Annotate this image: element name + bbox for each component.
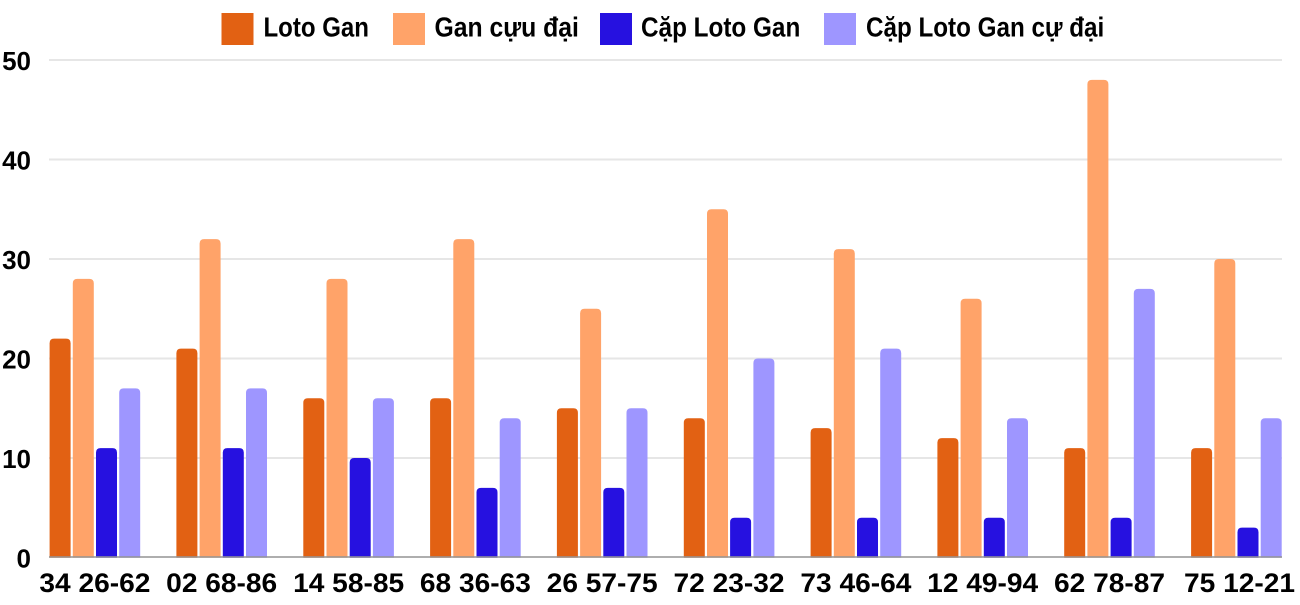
svg-text:20: 20 xyxy=(2,344,31,374)
svg-text:14 58-85: 14 58-85 xyxy=(293,568,404,598)
svg-text:34 26-62: 34 26-62 xyxy=(39,568,150,598)
svg-text:62 78-87: 62 78-87 xyxy=(1054,568,1165,598)
svg-text:40: 40 xyxy=(2,145,31,175)
svg-text:50: 50 xyxy=(2,46,31,76)
svg-text:75 12-21: 75 12-21 xyxy=(1184,568,1295,598)
svg-text:Gan cựu đại: Gan cựu đại xyxy=(435,12,579,43)
svg-text:72 23-32: 72 23-32 xyxy=(674,568,785,598)
svg-text:Cặp Loto Gan cự đại: Cặp Loto Gan cự đại xyxy=(866,12,1104,43)
svg-text:Cặp Loto Gan: Cặp Loto Gan xyxy=(641,12,800,43)
svg-text:Loto Gan: Loto Gan xyxy=(264,12,370,43)
svg-text:73 46-64: 73 46-64 xyxy=(800,568,911,598)
svg-text:26 57-75: 26 57-75 xyxy=(547,568,658,598)
svg-text:10: 10 xyxy=(2,444,31,474)
svg-text:02 68-86: 02 68-86 xyxy=(166,568,277,598)
svg-text:68 36-63: 68 36-63 xyxy=(420,568,531,598)
svg-text:12 49-94: 12 49-94 xyxy=(927,568,1038,598)
svg-text:0: 0 xyxy=(17,543,31,573)
svg-text:30: 30 xyxy=(2,245,31,275)
